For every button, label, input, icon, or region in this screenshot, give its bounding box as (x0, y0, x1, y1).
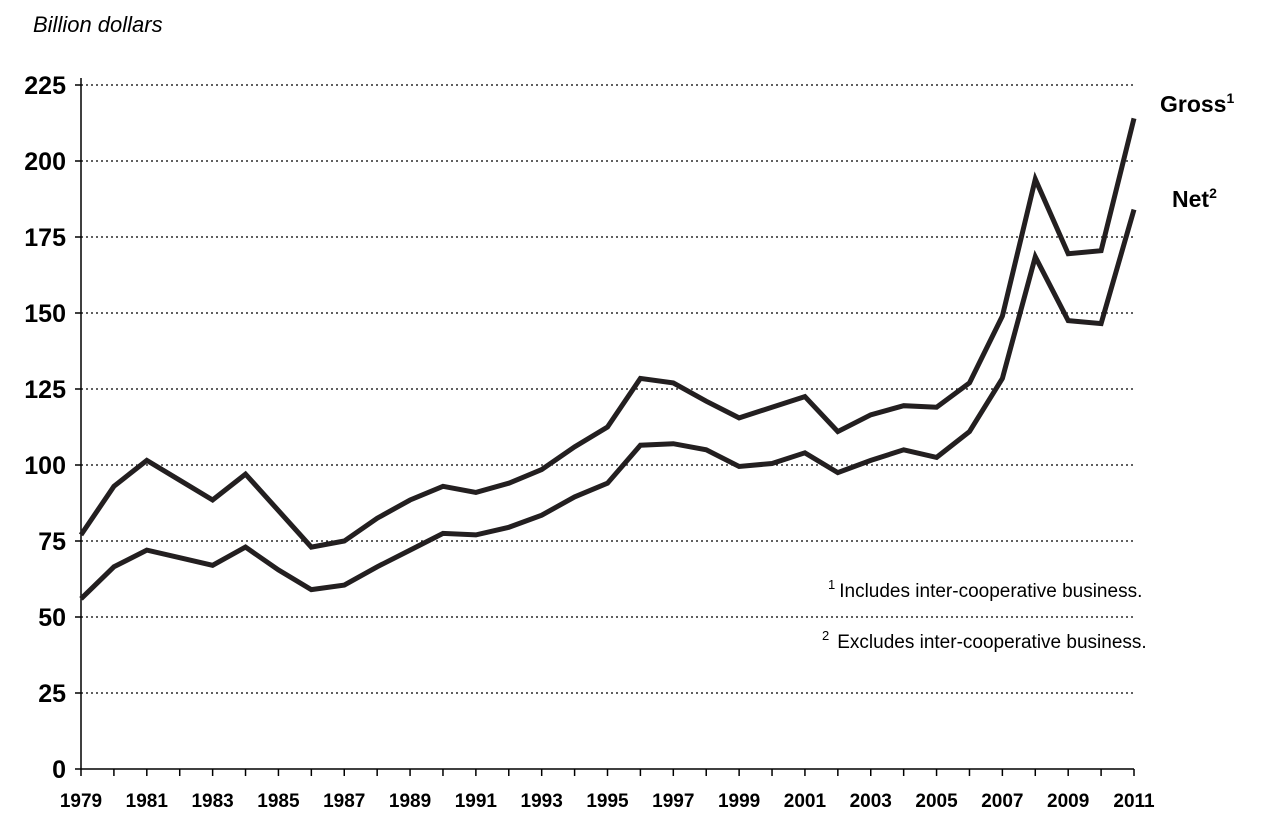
x-tick-label: 1987 (323, 791, 365, 812)
x-tick-label: 1981 (126, 791, 169, 812)
x-tick-label: 2003 (850, 791, 892, 812)
y-tick-label: 0 (52, 756, 66, 784)
x-tick-label: 1983 (191, 791, 233, 812)
x-tick-label: 2011 (1113, 791, 1155, 812)
footnote-2-sup: 2 (822, 628, 829, 643)
x-tick-label: 1995 (586, 791, 629, 812)
series-label-net: Net2 (1172, 185, 1217, 212)
y-tick-label: 175 (24, 224, 66, 252)
x-tick-label: 2007 (981, 791, 1023, 812)
x-tick-label: 1997 (652, 791, 694, 812)
y-tick-label: 225 (24, 72, 66, 100)
y-axis-ticks: 0 25 50 75 100 125 150 175 200 225 (24, 72, 81, 784)
y-tick-label: 75 (38, 528, 66, 556)
y-tick-label: 125 (24, 376, 66, 404)
x-tick-label: 2001 (784, 791, 827, 812)
series-label-net-text: Net (1172, 186, 1209, 212)
y-tick-label: 200 (24, 148, 66, 176)
x-tick-label: 1991 (455, 791, 498, 812)
y-tick-label: 100 (24, 452, 66, 480)
series-label-gross-sup: 1 (1226, 90, 1234, 106)
x-tick-label: 1993 (521, 791, 563, 812)
y-tick-label: 150 (24, 300, 66, 328)
footnote-2: 2 Excludes inter-cooperative business. (822, 628, 1147, 653)
footnote-1-sup: 1 (828, 577, 835, 592)
series-label-gross: Gross1 (1160, 90, 1234, 117)
x-tick-label: 2009 (1047, 791, 1089, 812)
series-label-gross-text: Gross (1160, 91, 1226, 117)
series-line-gross (78, 117, 1137, 550)
x-tick-label: 1979 (60, 791, 102, 812)
footnote-1-text: Includes inter-cooperative business. (839, 581, 1142, 602)
x-tick-label: 1999 (718, 791, 760, 812)
y-axis-label: Billion dollars (33, 12, 163, 37)
series-line-net (79, 208, 1137, 601)
x-axis-ticks: 1979 1981 1983 1985 1987 1989 1991 1993 1995 1997… (60, 769, 1155, 812)
gridlines (81, 84, 1134, 694)
y-tick-label: 25 (38, 680, 66, 708)
series-lines (78, 117, 1137, 601)
x-tick-label: 1989 (389, 791, 431, 812)
x-tick-label: 2005 (915, 791, 958, 812)
series-label-net-sup: 2 (1209, 185, 1217, 201)
y-tick-label: 50 (38, 604, 66, 632)
footnote-1: 1 Includes inter-cooperative business. (828, 577, 1142, 602)
footnote-2-text: Excludes inter-cooperative business. (837, 632, 1146, 653)
x-tick-label: 1985 (257, 791, 300, 812)
